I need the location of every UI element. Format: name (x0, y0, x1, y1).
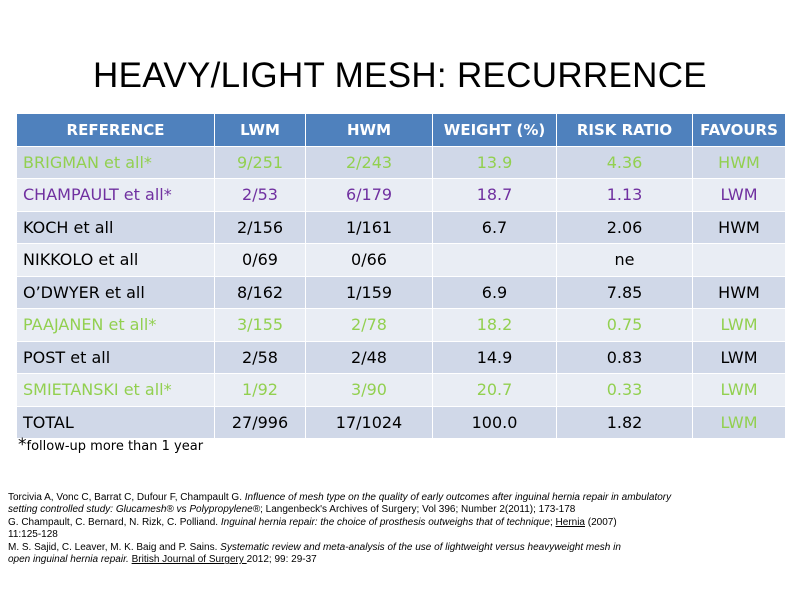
table-row: SMIETANSKI et all* 1/92 3/90 20.7 0.33 L… (16, 373, 786, 407)
cell-hwm: 2/78 (305, 308, 433, 342)
reference-1: Torcivia A, Vonc C, Barrat C, Dufour F, … (8, 492, 796, 504)
cell-weight: 14.9 (432, 340, 557, 374)
recurrence-table: REFERENCE LWM HWM WEIGHT (%) RISK RATIO … (16, 113, 786, 439)
cell-reference: O’DWYER et all (16, 275, 215, 309)
cell-favours: LWM (692, 373, 786, 407)
cell-favours: HWM (692, 145, 786, 179)
footnote-text: follow-up more than 1 year (26, 439, 204, 454)
cell-weight: 18.2 (432, 308, 557, 342)
cell-hwm: 6/179 (305, 178, 433, 212)
reference-3-line-2: open inguinal hernia repair. British Jou… (8, 554, 796, 566)
cell-reference: NIKKOLO et all (16, 243, 215, 277)
cell-risk-ratio: ne (556, 243, 693, 277)
cell-lwm: 2/58 (214, 340, 306, 374)
cell-reference: PAAJANEN et all* (16, 308, 215, 342)
cell-reference: CHAMPAULT et all* (16, 178, 215, 212)
slide-title: HEAVY/LIGHT MESH: RECURRENCE (93, 56, 707, 95)
reference-3: M. S. Sajid, C. Leaver, M. K. Baig and P… (8, 542, 796, 554)
cell-hwm: 3/90 (305, 373, 433, 407)
cell-weight: 13.9 (432, 145, 557, 179)
references: Torcivia A, Vonc C, Barrat C, Dufour F, … (8, 492, 796, 566)
cell-risk-ratio: 1.82 (556, 405, 693, 439)
cell-favours: LWM (692, 178, 786, 212)
reference-1-line-2: setting controlled study: Glucamesh® vs … (8, 504, 796, 516)
table-row-total: TOTAL 27/996 17/1024 100.0 1.82 LWM (16, 405, 786, 439)
footnote: *follow-up more than 1 year (18, 435, 203, 455)
cell-reference: POST et all (16, 340, 215, 374)
cell-lwm: 3/155 (214, 308, 306, 342)
table-row: KOCH et all 2/156 1/161 6.7 2.06 HWM (16, 210, 786, 244)
reference-2: G. Champault, C. Bernard, N. Rizk, C. Po… (8, 517, 796, 529)
table-header-row: REFERENCE LWM HWM WEIGHT (%) RISK RATIO … (16, 113, 786, 147)
cell-risk-ratio: 4.36 (556, 145, 693, 179)
reference-3-authors: M. S. Sajid, C. Leaver, M. K. Baig and P… (8, 541, 221, 553)
cell-weight (432, 243, 557, 277)
reference-3-title-cont: open inguinal hernia repair. (8, 554, 132, 566)
header-lwm: LWM (214, 113, 306, 147)
cell-lwm: 0/69 (214, 243, 306, 277)
cell-favours: HWM (692, 210, 786, 244)
reference-3-title: Systematic review and meta-analysis of t… (220, 541, 621, 553)
reference-1-authors: Torcivia A, Vonc C, Barrat C, Dufour F, … (8, 492, 245, 503)
reference-2-title: Inguinal hernia repair: the choice of pr… (220, 516, 550, 528)
cell-risk-ratio: 0.83 (556, 340, 693, 374)
cell-reference: TOTAL (16, 405, 215, 439)
cell-favours: HWM (692, 275, 786, 309)
table-row: O’DWYER et all 8/162 1/159 6.9 7.85 HWM (16, 275, 786, 309)
cell-hwm: 17/1024 (305, 405, 433, 439)
cell-favours (692, 243, 786, 277)
cell-reference: BRIGMAN et all* (16, 145, 215, 179)
cell-weight: 6.9 (432, 275, 557, 309)
reference-1-source: ; Langenbeck's Archives of Surgery; Vol … (260, 504, 576, 516)
header-reference: REFERENCE (16, 113, 215, 147)
cell-reference: KOCH et all (16, 210, 215, 244)
cell-favours: LWM (692, 308, 786, 342)
header-favours: FAVOURS (692, 113, 786, 147)
reference-3-source: 2012; 99: 29-37 (246, 554, 317, 566)
table-row: POST et all 2/58 2/48 14.9 0.83 LWM (16, 340, 786, 374)
cell-hwm: 2/48 (305, 340, 433, 374)
cell-weight: 18.7 (432, 178, 557, 212)
reference-2-sep: ; (549, 516, 556, 528)
table-row: BRIGMAN et all* 9/251 2/243 13.9 4.36 HW… (16, 145, 786, 179)
reference-3-journal-link[interactable]: British Journal of Surgery (131, 554, 247, 566)
cell-risk-ratio: 0.33 (556, 373, 693, 407)
cell-lwm: 1/92 (214, 373, 306, 407)
reference-1-title-cont: setting controlled study: Glucamesh® vs … (8, 504, 261, 516)
footnote-star: * (18, 435, 27, 455)
reference-2-line-2: 11:125-128 (8, 529, 796, 541)
cell-weight: 6.7 (432, 210, 557, 244)
reference-2-journal-link[interactable]: Hernia (555, 516, 585, 528)
reference-2-year: (2007) (585, 516, 617, 528)
cell-lwm: 27/996 (214, 405, 306, 439)
cell-risk-ratio: 0.75 (556, 308, 693, 342)
cell-hwm: 0/66 (305, 243, 433, 277)
cell-hwm: 1/159 (305, 275, 433, 309)
cell-reference: SMIETANSKI et all* (16, 373, 215, 407)
cell-lwm: 2/156 (214, 210, 306, 244)
cell-weight: 100.0 (432, 405, 557, 439)
cell-risk-ratio: 7.85 (556, 275, 693, 309)
table-row: NIKKOLO et all 0/69 0/66 ne (16, 243, 786, 277)
table-row: PAAJANEN et all* 3/155 2/78 18.2 0.75 LW… (16, 308, 786, 342)
header-hwm: HWM (305, 113, 433, 147)
cell-weight: 20.7 (432, 373, 557, 407)
cell-lwm: 9/251 (214, 145, 306, 179)
cell-lwm: 8/162 (214, 275, 306, 309)
cell-risk-ratio: 1.13 (556, 178, 693, 212)
reference-1-title: Influence of mesh type on the quality of… (244, 492, 672, 503)
cell-hwm: 1/161 (305, 210, 433, 244)
cell-risk-ratio: 2.06 (556, 210, 693, 244)
cell-lwm: 2/53 (214, 178, 306, 212)
table-row: CHAMPAULT et all* 2/53 6/179 18.7 1.13 L… (16, 178, 786, 212)
header-risk-ratio: RISK RATIO (556, 113, 693, 147)
header-weight: WEIGHT (%) (432, 113, 557, 147)
reference-2-authors: G. Champault, C. Bernard, N. Rizk, C. Po… (8, 516, 221, 528)
reference-2-pages: 11:125-128 (8, 529, 58, 541)
cell-favours: LWM (692, 405, 786, 439)
cell-hwm: 2/243 (305, 145, 433, 179)
cell-favours: LWM (692, 340, 786, 374)
